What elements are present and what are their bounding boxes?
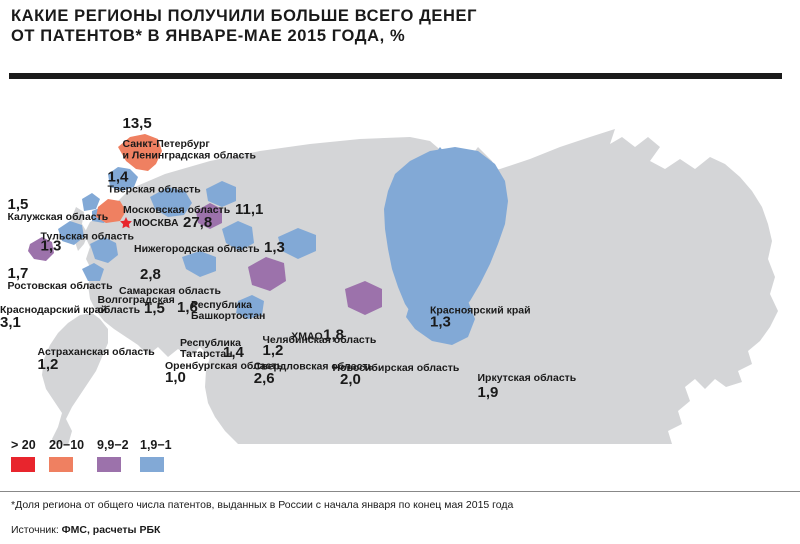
svg-text:1,3: 1,3 bbox=[264, 239, 285, 256]
svg-text:Самарская область: Самарская область bbox=[119, 285, 222, 297]
svg-text:Санкт-Петербург: Санкт-Петербург bbox=[123, 138, 211, 150]
svg-text:1,5: 1,5 bbox=[144, 300, 165, 317]
svg-text:МОСКВА: МОСКВА bbox=[133, 217, 179, 229]
svg-text:Ростовская область: Ростовская область bbox=[8, 280, 114, 292]
svg-text:Иркутская область: Иркутская область bbox=[478, 372, 577, 384]
svg-text:ХМАО: ХМАО bbox=[291, 331, 322, 343]
svg-text:27,8: 27,8 bbox=[183, 214, 212, 231]
svg-text:2,0: 2,0 bbox=[340, 371, 361, 388]
svg-text:3,1: 3,1 bbox=[0, 314, 21, 331]
svg-text:1,9: 1,9 bbox=[478, 384, 499, 401]
svg-text:1,3: 1,3 bbox=[430, 314, 451, 331]
svg-text:1,6: 1,6 bbox=[177, 299, 198, 316]
svg-text:2,6: 2,6 bbox=[254, 370, 275, 387]
svg-text:Калужская область: Калужская область bbox=[8, 211, 109, 223]
svg-text:11,1: 11,1 bbox=[235, 201, 263, 218]
svg-text:1,2: 1,2 bbox=[263, 342, 284, 359]
svg-text:1,8: 1,8 bbox=[323, 327, 344, 344]
svg-text:и Ленинградская область: и Ленинградская область bbox=[123, 150, 257, 162]
svg-text:Нижегородская область: Нижегородская область bbox=[134, 243, 260, 255]
svg-text:1,2: 1,2 bbox=[38, 356, 59, 373]
svg-text:Московская область: Московская область bbox=[123, 204, 231, 216]
svg-text:2,8: 2,8 bbox=[140, 266, 161, 283]
svg-text:1,3: 1,3 bbox=[41, 238, 62, 255]
svg-text:Тверская область: Тверская область bbox=[108, 184, 202, 196]
svg-text:Башкортостан: Башкортостан bbox=[191, 310, 265, 322]
svg-text:область: область bbox=[98, 304, 141, 316]
svg-text:13,5: 13,5 bbox=[123, 115, 152, 132]
svg-text:1,0: 1,0 bbox=[165, 369, 186, 386]
svg-text:1,4: 1,4 bbox=[223, 344, 245, 361]
